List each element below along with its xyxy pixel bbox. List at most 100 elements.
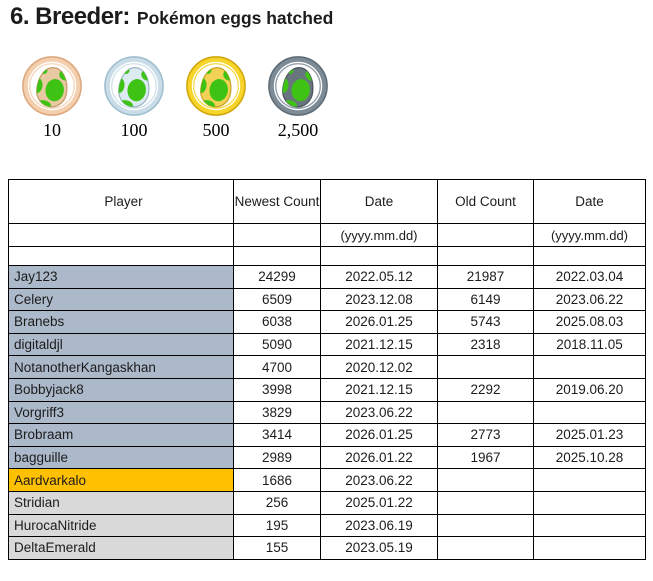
header-date-old: Date (533, 179, 646, 224)
newest-date-cell: 2025.01.22 (320, 490, 438, 515)
player-name-cell: Celery (8, 287, 234, 312)
newest-date-cell: 2021.12.15 (320, 332, 438, 357)
gold-egg-medal-icon (186, 56, 246, 116)
player-name-cell: Stridian (8, 490, 234, 515)
old-count-cell: 21987 (437, 265, 534, 289)
table-row: Branebs 6038 2026.01.25 5743 2025.08.03 (8, 310, 646, 334)
old-count-cell: 1967 (437, 445, 534, 470)
table-row: Jay123 24299 2022.05.12 21987 2022.03.04 (8, 265, 646, 289)
platinum-threshold-label: 2,500 (277, 120, 319, 140)
platinum-egg-medal-icon (268, 56, 328, 116)
units-empty-cell (8, 223, 234, 247)
old-count-cell: 2292 (437, 377, 534, 402)
units-empty-cell (437, 223, 534, 247)
old-date-cell: 2025.08.03 (533, 310, 646, 334)
gold-threshold-label: 500 (202, 120, 230, 140)
old-count-cell: 6149 (437, 287, 534, 312)
silver-threshold-label: 100 (120, 120, 148, 140)
player-name-cell: Jay123 (8, 265, 234, 289)
player-name-cell: Branebs (8, 310, 234, 334)
silver-medal: 100 (103, 55, 165, 141)
bronze-egg-medal-icon (22, 56, 82, 116)
old-count-cell: 2318 (437, 332, 534, 357)
newest-date-cell: 2023.06.22 (320, 468, 438, 492)
table-row: Vorgriff3 3829 2023.06.22 (8, 400, 646, 425)
newest-date-cell: 2023.06.22 (320, 400, 438, 425)
old-date-cell (533, 355, 646, 379)
newest-date-cell: 2023.06.19 (320, 513, 438, 538)
newest-count-cell: 256 (233, 490, 321, 515)
newest-count-cell: 3998 (233, 377, 321, 402)
bronze-threshold-label: 10 (43, 120, 61, 140)
table-row: NotanotherKangaskhan 4700 2020.12.02 (8, 355, 646, 379)
newest-date-cell: 2026.01.22 (320, 445, 438, 470)
silver-egg-medal-icon (104, 56, 164, 116)
newest-date-cell: 2023.05.19 (320, 536, 438, 560)
page-title-main: 6. Breeder: (10, 3, 130, 30)
table-row: Brobraam 3414 2026.01.25 2773 2025.01.23 (8, 423, 646, 447)
old-date-cell: 2022.03.04 (533, 265, 646, 289)
breeder-leaderboard-table: Player Newest Count Date Old Count Date … (8, 179, 646, 560)
newest-date-cell: 2020.12.02 (320, 355, 438, 379)
header-old-count: Old Count (437, 179, 534, 224)
player-name-cell: digitaldjl (8, 332, 234, 357)
player-name-cell: DeltaEmerald (8, 536, 234, 560)
page-title: 6. Breeder: Pokémon eggs hatched (10, 3, 333, 31)
player-name-cell: Aardvarkalo (8, 468, 234, 492)
units-row: (yyyy.mm.dd) (yyyy.mm.dd) (8, 223, 646, 247)
table-row: bagguille 2989 2026.01.22 1967 2025.10.2… (8, 445, 646, 470)
spacer-row (8, 246, 646, 266)
newest-count-cell: 1686 (233, 468, 321, 492)
player-name-cell: HurocaNitride (8, 513, 234, 538)
newest-date-cell: 2023.12.08 (320, 287, 438, 312)
platinum-medal: 2,500 (267, 55, 329, 141)
table-row: DeltaEmerald 155 2023.05.19 (8, 536, 646, 560)
old-count-cell (437, 400, 534, 425)
player-name-cell: bagguille (8, 445, 234, 470)
newest-count-cell: 3829 (233, 400, 321, 425)
newest-count-cell: 4700 (233, 355, 321, 379)
units-empty-cell (233, 223, 321, 247)
old-date-cell: 2025.10.28 (533, 445, 646, 470)
table-row: Aardvarkalo 1686 2023.06.22 (8, 468, 646, 492)
newest-count-cell: 6509 (233, 287, 321, 312)
old-date-cell (533, 400, 646, 425)
header-row: Player Newest Count Date Old Count Date (8, 179, 646, 224)
table-row: Stridian 256 2025.01.22 (8, 490, 646, 515)
old-date-cell: 2023.06.22 (533, 287, 646, 312)
bronze-medal: 10 (21, 55, 83, 141)
date-format-label: (yyyy.mm.dd) (533, 223, 646, 247)
newest-date-cell: 2021.12.15 (320, 377, 438, 402)
old-date-cell (533, 513, 646, 538)
newest-count-cell: 195 (233, 513, 321, 538)
medal-strip: 10 100 (21, 55, 329, 141)
newest-count-cell: 3414 (233, 423, 321, 447)
header-newest-count: Newest Count (233, 179, 321, 224)
newest-count-cell: 2989 (233, 445, 321, 470)
newest-count-cell: 155 (233, 536, 321, 560)
player-name-cell: Bobbyjack8 (8, 377, 234, 402)
old-count-cell: 5743 (437, 310, 534, 334)
table-row: Celery 6509 2023.12.08 6149 2023.06.22 (8, 287, 646, 312)
player-name-cell: Vorgriff3 (8, 400, 234, 425)
player-name-cell: Brobraam (8, 423, 234, 447)
old-count-cell (437, 355, 534, 379)
newest-date-cell: 2026.01.25 (320, 310, 438, 334)
table-row: Bobbyjack8 3998 2021.12.15 2292 2019.06.… (8, 377, 646, 402)
old-count-cell (437, 513, 534, 538)
old-count-cell (437, 536, 534, 560)
newest-count-cell: 24299 (233, 265, 321, 289)
old-date-cell: 2018.11.05 (533, 332, 646, 357)
header-player: Player (8, 179, 234, 224)
gold-medal: 500 (185, 55, 247, 141)
header-date-newest: Date (320, 179, 438, 224)
old-date-cell (533, 490, 646, 515)
old-count-cell: 2773 (437, 423, 534, 447)
old-date-cell: 2019.06.20 (533, 377, 646, 402)
old-count-cell (437, 468, 534, 492)
newest-count-cell: 5090 (233, 332, 321, 357)
newest-date-cell: 2026.01.25 (320, 423, 438, 447)
date-format-label: (yyyy.mm.dd) (320, 223, 438, 247)
old-date-cell (533, 536, 646, 560)
